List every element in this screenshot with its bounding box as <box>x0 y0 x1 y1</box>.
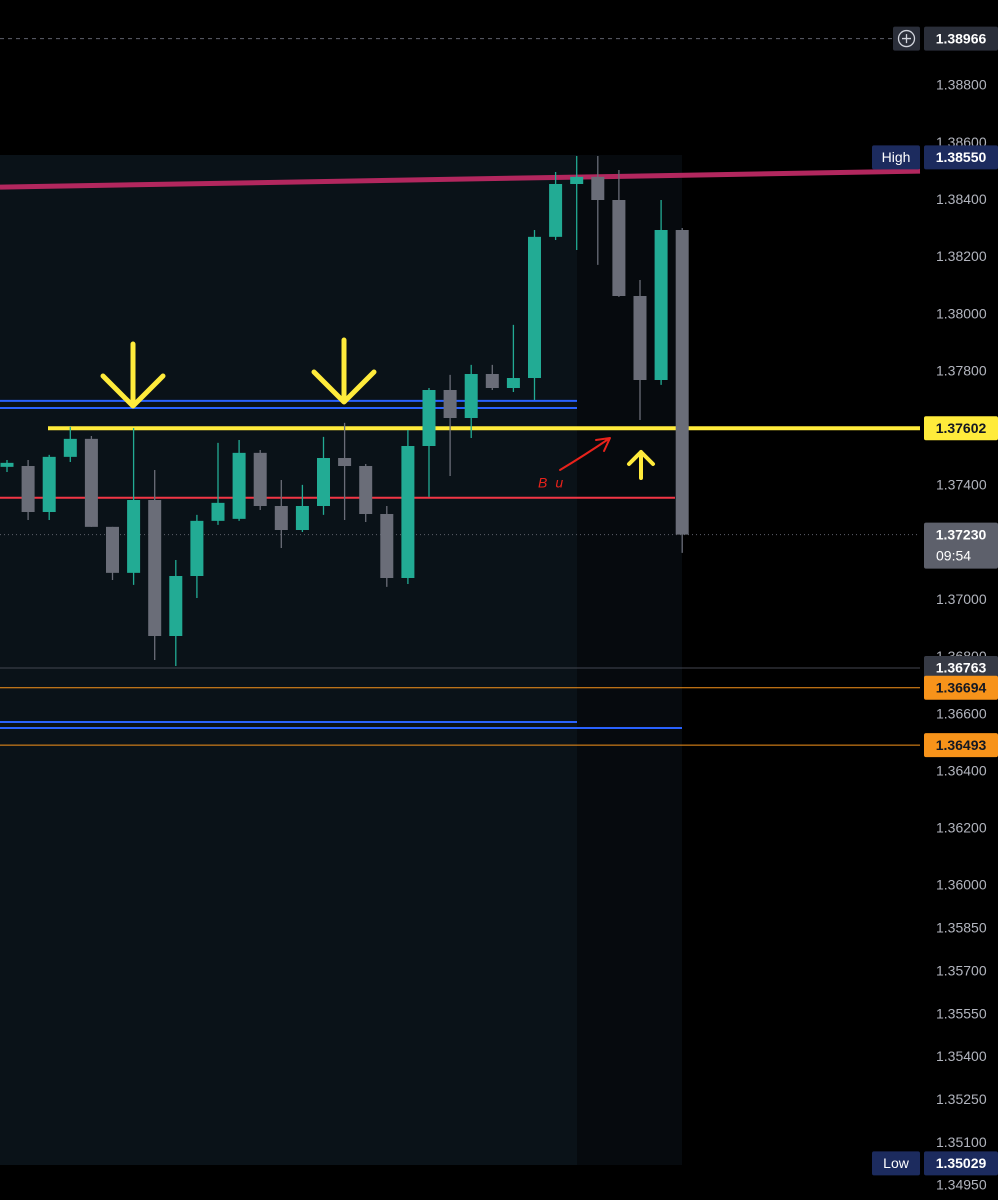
candle-body <box>63 438 77 457</box>
candle-body <box>506 378 520 388</box>
candle-body <box>274 506 288 530</box>
price-badge-label: 1.38966 <box>936 30 987 46</box>
plot-lines <box>0 38 921 746</box>
candle-body <box>295 506 309 530</box>
price-badge <box>924 416 998 441</box>
y-tick-label: 1.38800 <box>936 77 987 93</box>
hand-arrow <box>559 437 611 471</box>
badge-name: Low <box>883 1155 910 1171</box>
y-tick-label: 1.35250 <box>936 1091 987 1107</box>
annotation-text: Bu <box>538 475 571 491</box>
candle-body <box>485 374 499 388</box>
candle-body <box>0 462 14 467</box>
trendline <box>0 168 921 190</box>
candle-body <box>591 176 605 200</box>
candle-body <box>84 438 98 527</box>
candle-body <box>127 500 141 573</box>
candle-body <box>612 200 626 296</box>
badge-name-box <box>872 1151 920 1176</box>
badge-name-box <box>872 145 920 170</box>
arrow-down <box>311 337 377 405</box>
candle-body <box>401 446 415 578</box>
candle-body <box>443 390 457 418</box>
price-badge-label: 1.37230 <box>936 526 987 542</box>
price-badge <box>924 145 998 170</box>
y-tick-label: 1.36600 <box>936 705 987 721</box>
countdown: 09:54 <box>936 547 971 563</box>
candle-body <box>148 500 162 636</box>
y-tick-label: 1.38200 <box>936 248 987 264</box>
candle-body <box>42 456 56 512</box>
candle-body <box>570 176 584 184</box>
arrow-down <box>100 341 166 409</box>
price-badge <box>924 1151 998 1176</box>
candle-body <box>190 520 204 576</box>
price-badge <box>924 656 998 680</box>
y-tick-label: 1.34950 <box>936 1177 987 1193</box>
candle-body <box>422 390 436 446</box>
y-tick-label: 1.37400 <box>936 477 987 493</box>
price-badge <box>924 522 998 569</box>
price-badges: 1.38966 1.38550 High 1.37602 1.37230 09:54 1.3… <box>872 26 998 1176</box>
candle-body <box>633 296 647 380</box>
candle-body <box>169 576 183 636</box>
candle-body <box>654 230 668 380</box>
y-tick-label: 1.35850 <box>936 920 987 936</box>
candle-body <box>675 230 689 535</box>
candle-body <box>317 458 330 506</box>
add-icon <box>897 29 916 48</box>
price-badge <box>924 733 998 758</box>
y-tick-label: 1.35550 <box>936 1005 987 1021</box>
candle-body <box>359 466 373 514</box>
session-shade <box>0 155 577 1165</box>
y-tick-label: 1.36200 <box>936 820 987 836</box>
candle-body <box>464 374 478 418</box>
price-badge-label: 1.36694 <box>936 679 987 695</box>
candle-body <box>21 466 35 512</box>
y-tick-label: 1.38000 <box>936 305 987 321</box>
price-badge-label: 1.36763 <box>936 660 987 676</box>
add-icon <box>902 34 911 44</box>
arrow-up <box>627 450 655 480</box>
candle-body <box>380 514 394 578</box>
price-badge-label: 1.38550 <box>936 149 987 165</box>
price-axis: 1.388001.386001.384001.382001.380001.378… <box>936 77 987 1193</box>
y-tick-label: 1.35700 <box>936 962 987 978</box>
y-tick-label: 1.37800 <box>936 362 987 378</box>
candle-body <box>338 458 352 466</box>
y-tick-label: 1.36000 <box>936 877 987 893</box>
badge-name: High <box>882 149 911 165</box>
candle-body <box>549 184 563 237</box>
price-badge <box>924 675 998 700</box>
y-tick-label: 1.37000 <box>936 591 987 607</box>
price-badge-label: 1.37602 <box>936 420 987 436</box>
candle-body <box>106 526 119 573</box>
y-tick-label: 1.38400 <box>936 191 987 207</box>
candles <box>0 156 689 666</box>
drawings <box>100 337 655 480</box>
y-tick-label: 1.36400 <box>936 762 987 778</box>
price-badge <box>924 26 998 51</box>
y-tick-label: 1.35100 <box>936 1134 987 1150</box>
price-badge-label: 1.35029 <box>936 1155 987 1171</box>
price-badge-label: 1.36493 <box>936 737 987 753</box>
candle-body <box>232 452 246 519</box>
candle-body <box>528 236 541 378</box>
y-tick-label: 1.35400 <box>936 1048 987 1064</box>
candle-body <box>253 452 267 506</box>
candle-body <box>211 502 225 521</box>
